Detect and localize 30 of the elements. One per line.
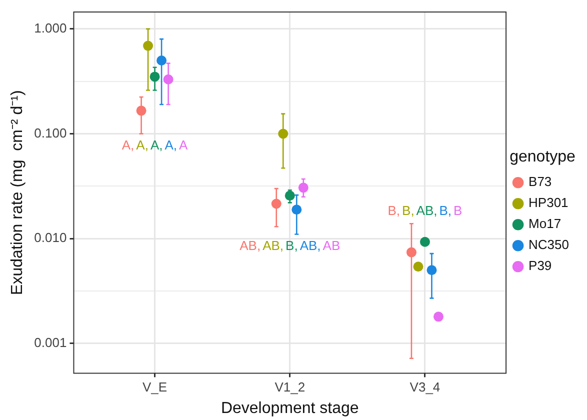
legend-label: B73 <box>528 174 552 190</box>
annotation: A, <box>164 137 178 152</box>
annotation: B, <box>439 203 452 218</box>
annotation: AB, <box>262 238 284 253</box>
annotation: B, <box>402 203 414 218</box>
y-tick-label: 0.010 <box>34 230 67 246</box>
x-tick-label: V_E <box>142 380 168 395</box>
annotation: AB <box>322 238 340 253</box>
y-axis-title: Exudation rate (mg cm⁻² d⁻¹) <box>9 90 26 295</box>
annotation: B, <box>388 203 400 218</box>
y-tick-label: 0.001 <box>34 335 67 350</box>
annotation: A, <box>136 137 148 152</box>
legend-label: P39 <box>528 258 552 274</box>
legend-label: NC350 <box>528 237 569 252</box>
annotation: A, <box>150 137 163 152</box>
legend-title: genotype <box>510 148 576 166</box>
x-tick-label: V1_2 <box>274 380 306 395</box>
annotation: AB, <box>240 238 261 253</box>
y-tick-label: 0.100 <box>34 125 67 140</box>
x-axis-title: Development stage <box>220 400 359 417</box>
legend-label: Mo17 <box>528 216 562 232</box>
annotation: B, <box>286 238 298 253</box>
annotation: A, <box>122 137 134 152</box>
legend-label: HP301 <box>528 195 568 210</box>
y-tick-label: 1.000 <box>34 20 67 36</box>
annotation: AB, <box>416 203 438 218</box>
annotation: A <box>179 137 188 152</box>
annotation: AB, <box>300 238 321 253</box>
annotation: B <box>454 203 462 218</box>
x-tick-label: V3_4 <box>410 380 440 395</box>
